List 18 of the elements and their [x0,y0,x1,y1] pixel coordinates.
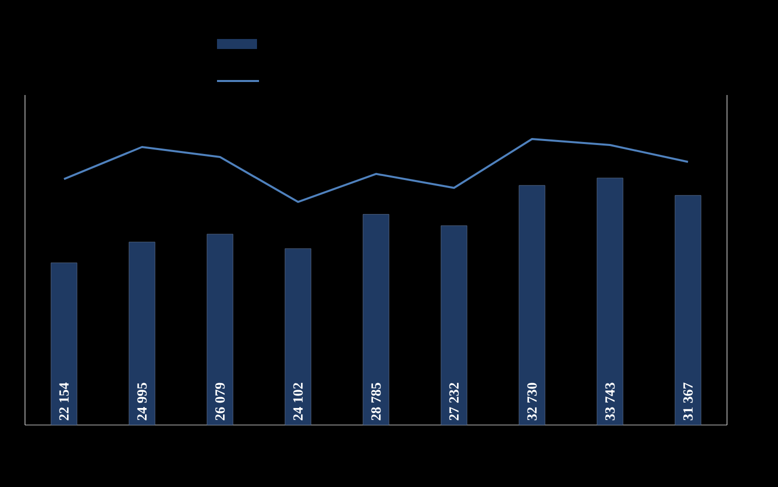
bar [128,242,156,426]
data-label: 31 367 [683,382,693,420]
data-label: 32 730 [527,382,537,420]
bar [440,225,468,426]
bar [518,185,546,426]
data-label: 26 079 [215,382,225,420]
data-label: 28 785 [371,382,381,420]
bar [362,214,390,426]
bar [284,248,312,426]
bar [50,262,78,426]
data-label: 24 995 [137,382,147,420]
bar [596,178,624,426]
data-label: 27 232 [449,382,459,420]
data-label: 24 102 [293,382,303,420]
data-label: 33 743 [605,382,615,420]
bar [206,234,234,426]
data-label: 22 154 [59,382,69,420]
bar [674,195,702,426]
